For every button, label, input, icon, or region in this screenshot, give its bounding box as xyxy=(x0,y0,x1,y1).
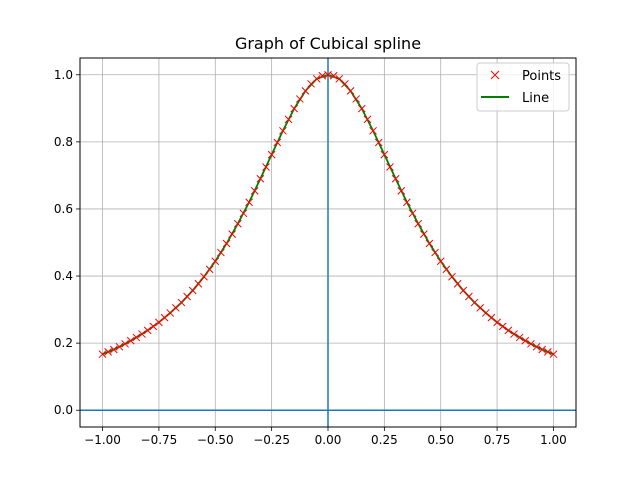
data-point xyxy=(211,257,220,266)
data-point xyxy=(510,330,518,338)
data-point xyxy=(436,257,445,266)
data-point xyxy=(98,350,107,359)
legend-box xyxy=(476,62,570,112)
data-point xyxy=(341,79,349,88)
data-point xyxy=(295,95,304,103)
legend-label-line: Line xyxy=(522,91,549,106)
x-tick-label: −1.00 xyxy=(84,433,121,447)
data-point xyxy=(419,230,428,238)
data-point xyxy=(200,272,208,281)
data-point xyxy=(391,174,400,183)
points-series xyxy=(98,70,558,359)
data-point xyxy=(448,272,456,281)
data-point xyxy=(425,239,434,248)
legend-points-marker xyxy=(490,70,500,80)
data-point xyxy=(408,209,417,218)
y-tick-label: 0.8 xyxy=(54,135,73,149)
y-tick-label: 0.0 xyxy=(54,403,73,417)
x-tick-label: 0.25 xyxy=(371,433,398,447)
x-axis: −1.00 −0.75 −0.50 −0.25 0.00 0.25 0.50 0.75 1.00 xyxy=(84,427,567,447)
data-point xyxy=(262,163,270,171)
data-point xyxy=(369,126,377,135)
data-point xyxy=(245,198,253,207)
data-point xyxy=(160,313,169,322)
data-point xyxy=(115,342,124,351)
data-point xyxy=(312,74,321,83)
data-point xyxy=(549,350,558,359)
y-tick-label: 0.4 xyxy=(54,269,73,283)
data-point xyxy=(504,326,513,335)
data-point xyxy=(138,330,146,338)
reference-lines xyxy=(80,58,576,427)
data-point xyxy=(363,115,372,124)
data-point xyxy=(143,326,152,335)
data-point xyxy=(538,345,547,354)
data-point xyxy=(459,286,468,295)
data-point xyxy=(194,279,203,288)
data-point xyxy=(397,186,406,195)
data-point xyxy=(465,292,473,301)
data-point xyxy=(121,339,129,348)
data-point xyxy=(233,219,242,228)
data-point xyxy=(498,322,507,331)
chart-title: Graph of Cubical spline xyxy=(235,34,421,53)
data-point xyxy=(374,138,383,147)
data-point xyxy=(228,230,237,238)
data-point xyxy=(442,265,451,274)
legend: Points Line xyxy=(476,62,570,112)
data-point xyxy=(357,104,366,113)
data-point xyxy=(284,115,293,124)
data-point xyxy=(250,186,259,195)
data-point xyxy=(109,345,118,354)
data-point xyxy=(352,95,361,103)
data-point xyxy=(521,336,530,345)
data-point xyxy=(279,126,287,135)
data-point xyxy=(493,318,501,327)
data-point xyxy=(386,163,394,171)
data-point xyxy=(403,198,411,207)
data-point xyxy=(532,342,541,351)
y-tick-label: 1.0 xyxy=(54,68,73,82)
y-axis: 0.0 0.2 0.4 0.6 0.8 1.0 xyxy=(54,68,80,417)
data-point xyxy=(222,239,231,248)
data-point xyxy=(239,209,248,218)
data-point xyxy=(290,104,299,113)
data-point xyxy=(329,71,338,80)
x-tick-label: −0.75 xyxy=(141,433,178,447)
y-tick-label: 0.2 xyxy=(54,336,73,350)
x-tick-label: 0.50 xyxy=(427,433,454,447)
data-point xyxy=(155,318,163,327)
data-point xyxy=(188,286,197,295)
data-point xyxy=(301,87,310,95)
data-point xyxy=(183,292,191,301)
data-point xyxy=(256,174,265,183)
data-point xyxy=(515,333,524,342)
data-point xyxy=(104,348,113,356)
data-point xyxy=(543,348,552,356)
x-tick-label: 1.00 xyxy=(540,433,567,447)
x-tick-label: 0.00 xyxy=(315,433,342,447)
data-point xyxy=(177,298,186,307)
x-tick-label: −0.25 xyxy=(253,433,290,447)
data-point xyxy=(205,265,214,274)
data-point xyxy=(431,248,439,257)
data-point xyxy=(132,333,141,342)
data-point xyxy=(149,322,158,331)
y-tick-label: 0.6 xyxy=(54,202,73,216)
data-point xyxy=(527,339,535,348)
x-tick-label: 0.75 xyxy=(484,433,511,447)
data-point xyxy=(267,150,276,159)
data-point xyxy=(453,279,462,288)
data-point xyxy=(273,138,282,147)
data-point xyxy=(481,309,490,317)
data-point xyxy=(380,150,389,159)
data-point xyxy=(217,248,225,257)
data-point xyxy=(414,219,423,228)
data-point xyxy=(346,87,355,95)
data-point xyxy=(487,313,496,322)
data-point xyxy=(126,336,135,345)
x-tick-label: −0.50 xyxy=(197,433,234,447)
legend-label-points: Points xyxy=(522,69,561,84)
